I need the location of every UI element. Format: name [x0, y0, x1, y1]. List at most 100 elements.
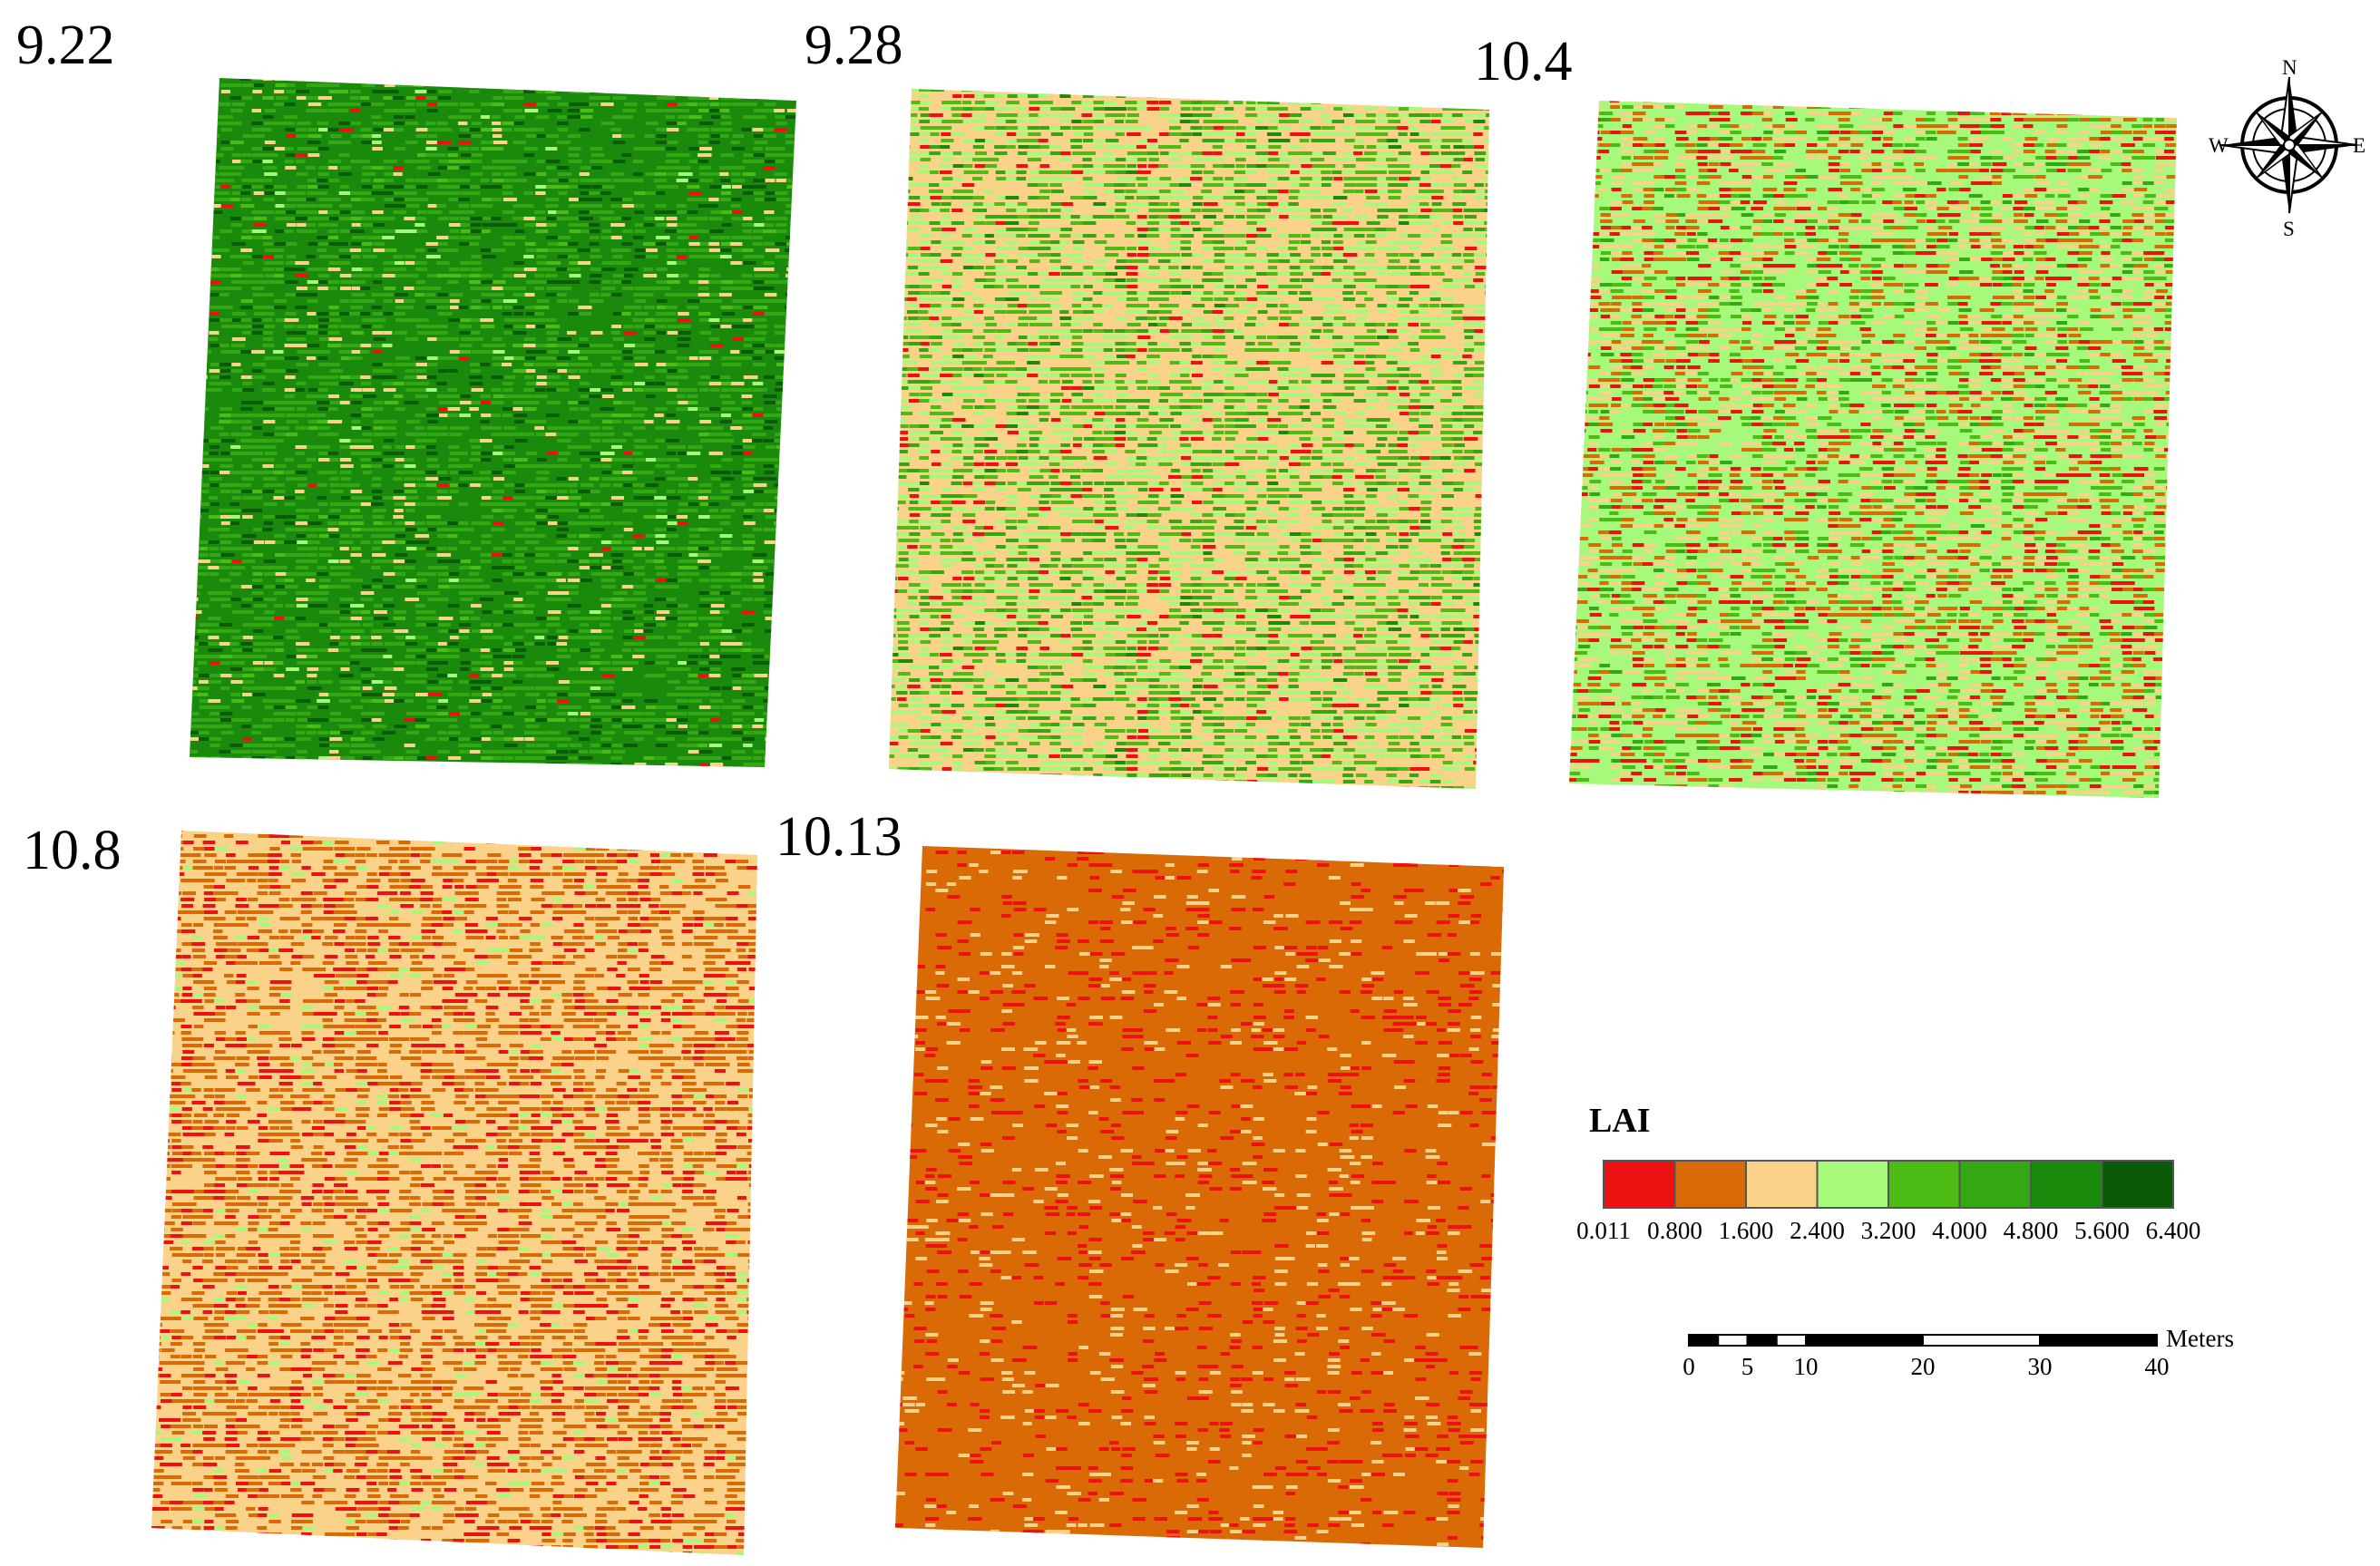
- raster-cell: [241, 763, 253, 766]
- raster-cell: [318, 680, 333, 684]
- raster-cell: [425, 407, 437, 411]
- raster-cell: [471, 331, 481, 335]
- raster-cell: [1125, 234, 1135, 238]
- raster-cell: [296, 515, 309, 519]
- raster-cell: [763, 699, 774, 703]
- raster-cell: [1105, 107, 1117, 111]
- raster-cell: [1070, 89, 1083, 92]
- raster-cell: [307, 420, 321, 423]
- raster-cell: [469, 407, 479, 411]
- raster-cell: [710, 591, 724, 595]
- raster-cell: [1485, 228, 1489, 231]
- raster-cell: [251, 153, 267, 157]
- raster-cell: [415, 369, 427, 373]
- raster-cell: [460, 559, 471, 563]
- raster-cell: [340, 686, 354, 690]
- raster-cell: [941, 151, 956, 155]
- raster-cell: [384, 172, 395, 176]
- raster-cell: [623, 540, 636, 544]
- raster-cell: [1431, 196, 1444, 199]
- raster-cell: [284, 496, 296, 500]
- raster-cell: [492, 769, 502, 773]
- raster-cell: [1365, 164, 1380, 168]
- raster-cell: [610, 248, 622, 252]
- raster-cell: [763, 464, 775, 468]
- raster-cell: [264, 172, 278, 176]
- raster-cell: [339, 744, 350, 747]
- raster-cell: [523, 267, 537, 271]
- raster-cell: [1376, 101, 1386, 104]
- raster-cell: [1192, 196, 1204, 199]
- raster-cell: [384, 198, 395, 201]
- raster-cell: [450, 769, 460, 773]
- raster-cell: [525, 725, 540, 728]
- raster-cell: [339, 458, 352, 462]
- raster-cell: [678, 369, 688, 373]
- raster-cell: [536, 705, 546, 709]
- raster-cell: [765, 458, 778, 462]
- raster-cell: [318, 585, 331, 588]
- raster-cell: [1180, 247, 1191, 250]
- raster-cell: [546, 280, 561, 284]
- raster-cell: [1408, 183, 1419, 187]
- raster-cell: [307, 287, 321, 290]
- raster-cell: [340, 287, 352, 290]
- raster-cell: [317, 471, 329, 474]
- raster-cell: [1364, 107, 1378, 111]
- raster-cell: [1190, 94, 1202, 98]
- raster-cell: [229, 521, 240, 525]
- raster-cell: [995, 221, 1008, 225]
- raster-cell: [698, 274, 709, 277]
- raster-cell: [775, 636, 791, 639]
- raster-cell: [536, 350, 547, 354]
- raster-cell: [405, 179, 415, 182]
- raster-cell: [394, 331, 408, 335]
- raster-cell: [503, 483, 517, 487]
- raster-cell: [765, 274, 779, 277]
- raster-cell: [557, 369, 567, 373]
- raster-cell: [470, 217, 483, 220]
- raster-cell: [796, 413, 807, 417]
- raster-cell: [1453, 101, 1466, 104]
- raster-cell: [274, 439, 284, 443]
- raster-cell: [643, 496, 658, 500]
- raster-cell: [1420, 209, 1434, 212]
- raster-cell: [394, 147, 406, 151]
- raster-cell: [514, 553, 525, 557]
- raster-cell: [209, 477, 223, 481]
- raster-cell: [425, 648, 438, 652]
- raster-cell: [416, 166, 431, 170]
- raster-cell: [774, 172, 787, 176]
- raster-cell: [470, 172, 483, 176]
- raster-cell: [589, 223, 600, 227]
- raster-cell: [427, 598, 441, 601]
- raster-cell: [558, 287, 572, 290]
- raster-cell: [1464, 120, 1474, 123]
- raster-cell: [557, 185, 572, 189]
- raster-cell: [1029, 170, 1039, 174]
- raster-cell: [373, 648, 387, 652]
- raster-cell: [732, 686, 747, 690]
- raster-cell: [731, 388, 744, 392]
- raster-cell: [610, 204, 623, 208]
- raster-cell: [295, 642, 310, 646]
- raster-cell: [567, 369, 578, 373]
- raster-cell: [471, 109, 481, 112]
- raster-cell: [1094, 240, 1107, 244]
- raster-cell: [480, 439, 493, 443]
- raster-cell: [251, 109, 261, 112]
- raster-cell: [382, 445, 392, 449]
- raster-cell: [318, 363, 328, 366]
- raster-cell: [951, 113, 965, 117]
- raster-cell: [568, 477, 579, 481]
- raster-cell: [198, 337, 210, 341]
- raster-cell: [666, 667, 679, 671]
- raster-cell: [1266, 228, 1277, 231]
- raster-cell: [590, 160, 602, 163]
- raster-cell: [580, 394, 591, 398]
- raster-cell: [1377, 145, 1390, 149]
- raster-cell: [655, 382, 666, 385]
- raster-cell: [317, 287, 331, 290]
- raster-cell: [645, 172, 658, 176]
- raster-cell: [241, 198, 251, 201]
